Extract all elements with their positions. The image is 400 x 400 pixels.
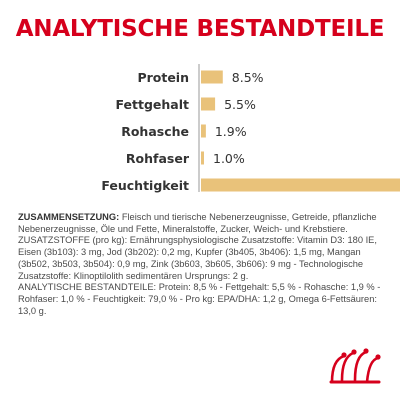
additives-paragraph: ZUSATZSTOFFE (pro kg): Ernährungsphysiol… — [18, 235, 377, 281]
category-label-rohfaser: Rohfaser — [126, 151, 190, 166]
bar-rohasche — [201, 124, 206, 138]
nutrient-bar-chart: Protein 8.5% Fettgehalt 5.5% Rohasche 1.9% Roh… — [101, 64, 400, 193]
composition-text: ZUSAMMENSETZUNG: Fleisch und tierische N… — [18, 212, 384, 317]
category-label-protein: Protein — [137, 70, 189, 85]
value-label-rohasche: 1.9% — [215, 124, 247, 139]
composition-paragraph: ZUSAMMENSETZUNG: Fleisch und tierische N… — [18, 212, 384, 235]
bar-feuchtigkeit — [201, 178, 400, 192]
page-title: ANALYTISCHE BESTANDTEILE — [15, 16, 385, 42]
composition-label: ZUSAMMENSETZUNG: — [18, 212, 120, 222]
bar-rohfaser — [201, 151, 204, 165]
value-label-rohfaser: 1.0% — [213, 151, 245, 166]
bar-fettgehalt — [201, 97, 216, 111]
value-label-protein: 8.5% — [232, 70, 264, 85]
composition-ingredients: Fleisch und tierische Nebenerzeugnisse, … — [18, 212, 377, 234]
bar-protein — [201, 70, 223, 84]
analysis-paragraph: ANALYTISCHE BESTANDTEILE: Protein: 8,5 %… — [18, 282, 381, 316]
category-label-rohasche: Rohasche — [121, 124, 189, 139]
crown-icon — [329, 348, 381, 384]
category-label-fettgehalt: Fettgehalt — [116, 97, 190, 112]
category-label-feuchtigkeit: Feuchtigkeit — [101, 178, 189, 193]
value-label-fettgehalt: 5.5% — [224, 97, 256, 112]
